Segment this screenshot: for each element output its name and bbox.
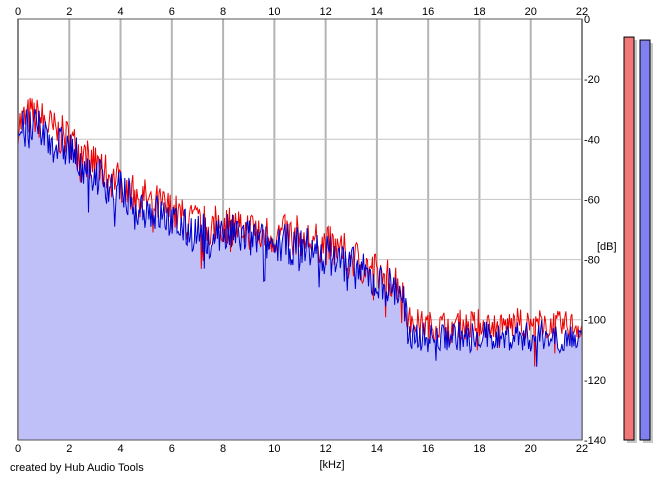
y-tick-label: -20 xyxy=(584,74,600,86)
y-tick-label: -120 xyxy=(584,375,606,387)
x-tick-label: 18 xyxy=(473,6,485,18)
x-tick-label: 8 xyxy=(220,6,226,18)
y-tick-label: 0 xyxy=(584,14,590,26)
x-tick-label: 6 xyxy=(169,6,175,18)
x-tick-label: 10 xyxy=(268,6,280,18)
x-tick-label: 4 xyxy=(117,443,123,455)
x-tick-label: 14 xyxy=(371,6,383,18)
y-tick-labels: 0 -20 -40 -60 -80 -100 -120 -140 xyxy=(584,14,606,447)
x-tick-label: 2 xyxy=(66,443,72,455)
x-tick-label: 2 xyxy=(66,6,72,18)
credit-text: created by Hub Audio Tools xyxy=(10,462,144,474)
x-tick-label: 6 xyxy=(169,443,175,455)
y-tick-label: -60 xyxy=(584,194,600,206)
x-tick-label: 0 xyxy=(15,6,21,18)
x-tick-label: 12 xyxy=(320,443,332,455)
x-tick-label: 20 xyxy=(525,6,537,18)
x-tick-labels-bottom: 0 2 4 6 8 10 12 14 16 18 20 22 xyxy=(15,443,588,455)
x-tick-labels-top: 0 2 4 6 8 10 12 14 16 18 20 22 xyxy=(15,6,588,18)
level-meter-left xyxy=(623,36,635,441)
x-tick-label: 10 xyxy=(268,443,280,455)
level-meter-right xyxy=(639,39,651,441)
y-tick-label: -40 xyxy=(584,134,600,146)
x-tick-label: 12 xyxy=(320,6,332,18)
x-tick-label: 16 xyxy=(422,443,434,455)
x-tick-label: 4 xyxy=(117,6,123,18)
x-axis-label: [kHz] xyxy=(319,459,344,471)
y-tick-label: -80 xyxy=(584,255,600,267)
spectrum-lines xyxy=(17,97,583,367)
x-tick-label: 18 xyxy=(473,443,485,455)
level-meters xyxy=(623,36,653,444)
x-tick-label: 8 xyxy=(220,443,226,455)
x-tick-label: 0 xyxy=(15,443,21,455)
spectrum-fill xyxy=(18,108,582,440)
y-axis-label: [dB] xyxy=(597,241,617,253)
x-tick-label: 22 xyxy=(576,6,588,18)
series-line-1 xyxy=(17,97,583,367)
y-tick-label: -100 xyxy=(584,315,606,327)
x-tick-label: 22 xyxy=(576,443,588,455)
y-tick-label: -140 xyxy=(584,435,606,447)
x-tick-label: 16 xyxy=(422,6,434,18)
spectrum-area xyxy=(18,108,582,440)
x-tick-label: 14 xyxy=(371,443,383,455)
plot-frame xyxy=(17,18,583,441)
series-line-2 xyxy=(17,108,583,367)
x-tick-label: 20 xyxy=(525,443,537,455)
